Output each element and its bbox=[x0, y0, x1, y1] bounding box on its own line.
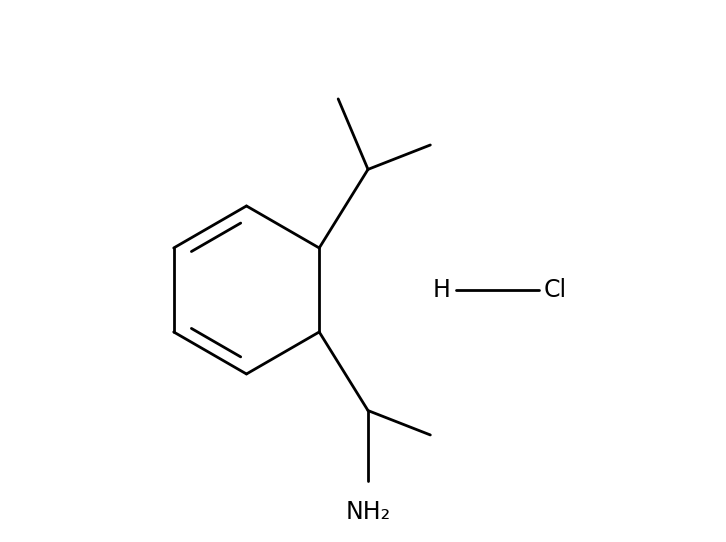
Text: NH₂: NH₂ bbox=[346, 500, 391, 524]
Text: Cl: Cl bbox=[544, 278, 567, 302]
Text: H: H bbox=[433, 278, 451, 302]
